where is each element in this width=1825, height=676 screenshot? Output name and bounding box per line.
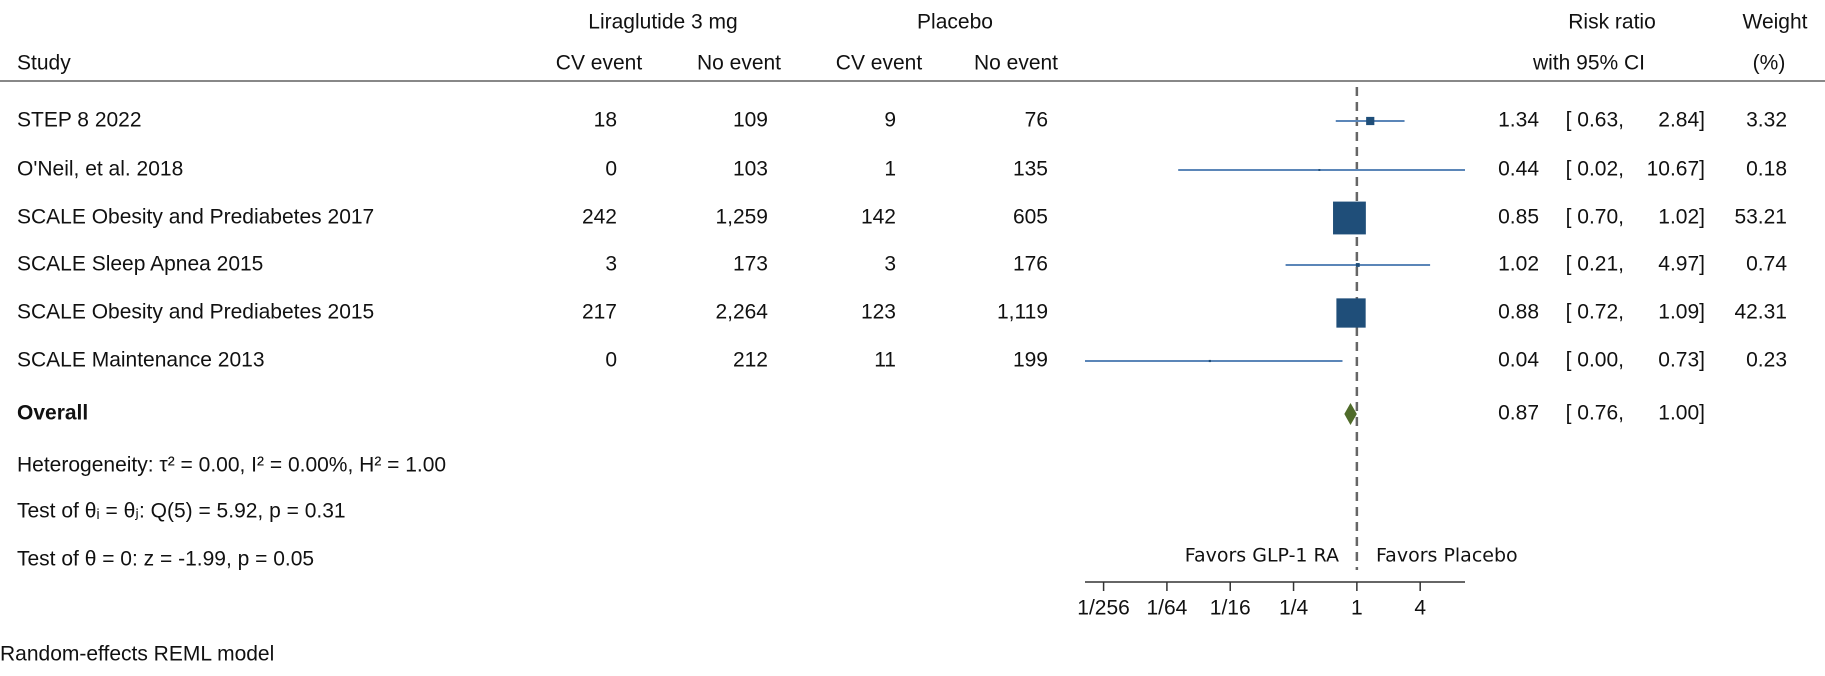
estimate-label: 1.34 bbox=[1498, 109, 1539, 132]
overall-label: Overall bbox=[17, 402, 88, 425]
count: 605 bbox=[1013, 206, 1048, 229]
count: 123 bbox=[861, 301, 896, 324]
count: 176 bbox=[1013, 253, 1048, 276]
effect-header: with 95% CI bbox=[1532, 52, 1645, 75]
column-header: CV event bbox=[836, 52, 923, 75]
footer: Random-effects REML model bbox=[0, 643, 274, 666]
x-tick-label: 1/4 bbox=[1279, 597, 1309, 620]
estimate-label: 0.04 bbox=[1498, 349, 1539, 372]
x-tick-label: 1/256 bbox=[1077, 597, 1130, 620]
count: 0 bbox=[605, 349, 617, 372]
study-name: SCALE Maintenance 2013 bbox=[17, 349, 265, 372]
annotation: Favors Placebo bbox=[1376, 545, 1518, 567]
count: 109 bbox=[733, 109, 768, 132]
estimate-label: 0.44 bbox=[1498, 158, 1539, 181]
x-tick-label: 4 bbox=[1414, 597, 1426, 620]
estimate-label: 0.88 bbox=[1498, 301, 1539, 324]
x-tick-label: 1/64 bbox=[1146, 597, 1187, 620]
count: 18 bbox=[594, 109, 617, 132]
count: 76 bbox=[1025, 109, 1048, 132]
count: 9 bbox=[884, 109, 896, 132]
count: 199 bbox=[1013, 349, 1048, 372]
upper-label: 10.67] bbox=[1647, 158, 1705, 181]
lower-label: [ 0.70, bbox=[1566, 206, 1624, 229]
weight-square bbox=[1318, 169, 1321, 171]
annotation: Favors GLP-1 RA bbox=[1185, 545, 1339, 567]
count: 3 bbox=[884, 253, 896, 276]
weight-label: 0.18 bbox=[1746, 158, 1787, 181]
count: 2,264 bbox=[715, 301, 768, 324]
count: 0 bbox=[605, 158, 617, 181]
column-header: CV event bbox=[556, 52, 643, 75]
count: 1 bbox=[884, 158, 896, 181]
lower-label: [ 0.00, bbox=[1566, 349, 1624, 372]
column-header: Study bbox=[17, 52, 71, 75]
weight-square bbox=[1333, 201, 1366, 235]
overall-value: 0.87 bbox=[1498, 402, 1539, 425]
estimate-label: 0.85 bbox=[1498, 206, 1539, 229]
upper-label: 4.97] bbox=[1658, 253, 1705, 276]
study-name: STEP 8 2022 bbox=[17, 109, 142, 132]
weight-square bbox=[1355, 263, 1360, 267]
note: Test of θᵢ = θⱼ: Q(5) = 5.92, p = 0.31 bbox=[17, 500, 346, 523]
x-tick-label: 1 bbox=[1351, 597, 1363, 620]
count: 11 bbox=[874, 349, 896, 372]
note: Heterogeneity: τ² = 0.00, I² = 0.00%, H²… bbox=[17, 454, 446, 477]
lower-label: [ 0.02, bbox=[1566, 158, 1624, 181]
count: 1,259 bbox=[715, 206, 768, 229]
column-header: No event bbox=[697, 52, 781, 75]
study-name: O'Neil, et al. 2018 bbox=[17, 158, 183, 181]
count: 212 bbox=[733, 349, 768, 372]
column-header: No event bbox=[974, 52, 1058, 75]
estimate-label: 1.02 bbox=[1498, 253, 1539, 276]
note: Test of θ = 0: z = -1.99, p = 0.05 bbox=[17, 548, 314, 571]
upper-label: 0.73] bbox=[1658, 349, 1705, 372]
count: 135 bbox=[1013, 158, 1048, 181]
weight-label: 3.32 bbox=[1746, 109, 1787, 132]
count: 142 bbox=[861, 206, 896, 229]
overall-diamond bbox=[1344, 403, 1357, 425]
lower-label: [ 0.21, bbox=[1566, 253, 1624, 276]
upper-label: 2.84] bbox=[1658, 109, 1705, 132]
effect-header: Risk ratio bbox=[1568, 11, 1656, 34]
weight-square bbox=[1336, 298, 1366, 328]
weight-label: 0.23 bbox=[1746, 349, 1787, 372]
count: 1,119 bbox=[997, 301, 1048, 324]
upper-label: 1.09] bbox=[1658, 301, 1705, 324]
overall-value: [ 0.76, bbox=[1566, 402, 1624, 425]
count: 217 bbox=[582, 301, 617, 324]
lower-label: [ 0.63, bbox=[1566, 109, 1624, 132]
count: 173 bbox=[733, 253, 768, 276]
weight-square bbox=[1208, 359, 1211, 363]
weight-header: (%) bbox=[1753, 52, 1786, 75]
study-name: SCALE Obesity and Prediabetes 2015 bbox=[17, 301, 374, 324]
overall-value: 1.00] bbox=[1658, 402, 1705, 425]
x-tick-label: 1/16 bbox=[1210, 597, 1251, 620]
count: 3 bbox=[605, 253, 617, 276]
count: 103 bbox=[733, 158, 768, 181]
study-name: SCALE Obesity and Prediabetes 2017 bbox=[17, 206, 374, 229]
upper-label: 1.02] bbox=[1658, 206, 1705, 229]
lower-label: [ 0.72, bbox=[1566, 301, 1624, 324]
study-name: SCALE Sleep Apnea 2015 bbox=[17, 253, 263, 276]
weight-label: 53.21 bbox=[1734, 206, 1787, 229]
count: 242 bbox=[582, 206, 617, 229]
weight-header: Weight bbox=[1743, 11, 1808, 34]
weight-square bbox=[1366, 116, 1375, 126]
weight-label: 42.31 bbox=[1734, 301, 1787, 324]
group-header: Placebo bbox=[917, 11, 993, 34]
group-header: Liraglutide 3 mg bbox=[588, 11, 737, 34]
weight-label: 0.74 bbox=[1746, 253, 1787, 276]
